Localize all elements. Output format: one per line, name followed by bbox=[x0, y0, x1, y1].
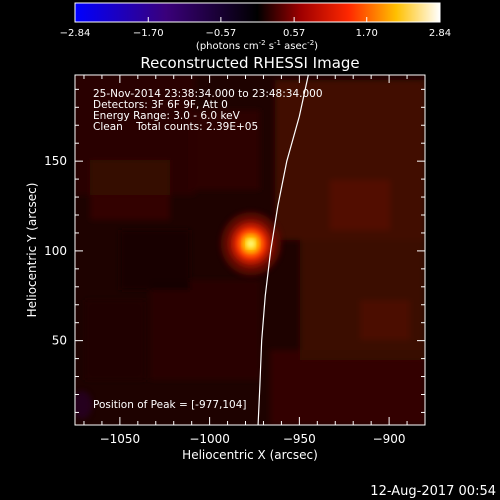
colorbar-ticks: −2.84 −1.70 −0.57 0.57 1.70 2.84 bbox=[60, 17, 451, 39]
colorbar-tick-label: −0.57 bbox=[206, 28, 237, 39]
footer-timestamp: 12-Aug-2017 00:54 bbox=[370, 484, 496, 499]
colorbar-tick-label: 0.57 bbox=[283, 28, 305, 39]
annotation-energy-range: Energy Range: 3.0 - 6.0 keV bbox=[93, 110, 241, 122]
solar-limb-curve bbox=[257, 75, 309, 425]
chart-title: Reconstructed RHESSI Image bbox=[140, 54, 359, 72]
heatmap-area bbox=[75, 75, 425, 425]
peak-position-label: Position of Peak = [-977,104] bbox=[93, 399, 247, 411]
y-tick-label: 100 bbox=[44, 244, 67, 258]
annotation-block: 25-Nov-2014 23:38:34.000 to 23:48:34.000… bbox=[93, 88, 323, 133]
annotation-clean-counts: Clean Total counts: 2.39E+05 bbox=[93, 121, 258, 133]
source-contour-5 bbox=[246, 239, 255, 248]
y-tick-label: 50 bbox=[52, 334, 67, 348]
x-tick-label: −950 bbox=[283, 432, 316, 446]
y-axis-ticks: 50 100 150 bbox=[44, 88, 425, 413]
annotation-time-range: 25-Nov-2014 23:38:34.000 to 23:48:34.000 bbox=[93, 88, 323, 100]
x-tick-label: −900 bbox=[373, 432, 406, 446]
colorbar-tick-label: −2.84 bbox=[60, 28, 91, 39]
x-axis-label: Heliocentric X (arcsec) bbox=[182, 448, 318, 462]
x-tick-label: −1050 bbox=[100, 432, 141, 446]
x-axis-ticks: −1050 −1000 −950 −900 bbox=[83, 75, 426, 446]
colorbar-tick-label: 1.70 bbox=[356, 28, 378, 39]
annotation-detectors: Detectors: 3F 6F 9F, Att 0 bbox=[93, 99, 228, 111]
colorbar-unit-label: (photons cm-2 s-1 asec-2) bbox=[196, 39, 318, 52]
colorbar bbox=[74, 2, 441, 23]
y-tick-label: 150 bbox=[44, 154, 67, 168]
plot-frame bbox=[74, 74, 426, 426]
flare-source bbox=[220, 212, 281, 276]
colorbar-tick-label: −1.70 bbox=[133, 28, 164, 39]
colorbar-tick-label: 2.84 bbox=[429, 28, 451, 39]
x-tick-label: −1000 bbox=[189, 432, 230, 446]
y-axis-label: Heliocentric Y (arcsec) bbox=[25, 183, 39, 318]
